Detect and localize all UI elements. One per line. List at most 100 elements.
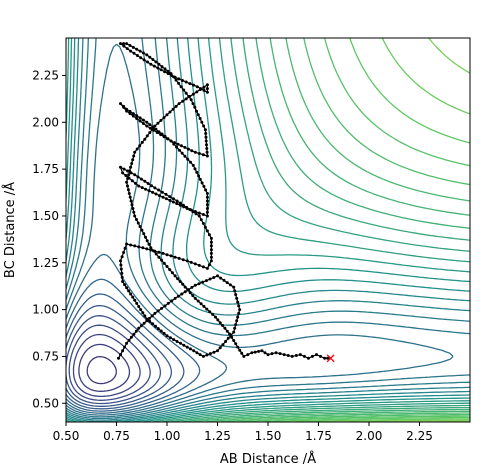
trajectory-point (223, 326, 227, 330)
trajectory-point (302, 354, 306, 358)
trajectory-point (135, 54, 139, 57)
trajectory-point (232, 330, 236, 334)
trajectory-point (173, 141, 176, 145)
trajectory-point (145, 247, 149, 251)
trajectory-point (142, 232, 146, 236)
trajectory-point (132, 210, 136, 214)
trajectory-point (240, 351, 244, 355)
trajectory-point (205, 192, 209, 195)
trajectory-point (134, 329, 138, 333)
trajectory-point (208, 352, 212, 356)
trajectory-point (205, 87, 209, 91)
trajectory-point (198, 88, 202, 91)
trajectory-point (191, 294, 195, 298)
trajectory-point (189, 98, 193, 102)
trajectory-point (144, 235, 147, 239)
trajectory-point (290, 354, 294, 358)
trajectory-point (218, 346, 222, 350)
trajectory-point (218, 321, 222, 325)
trajectory-point (205, 143, 208, 147)
trajectory-point (204, 132, 208, 135)
contour-line (66, 38, 470, 422)
y-tick-label: 1.25 (32, 256, 59, 270)
trajectory-point (315, 353, 318, 357)
trajectory-point (125, 341, 129, 345)
trajectory-point (221, 324, 225, 327)
trajectory-point (154, 192, 158, 196)
trajectory-point (209, 236, 213, 240)
trajectory-point (123, 246, 127, 250)
trajectory-point (133, 173, 137, 177)
trajectory-point (225, 281, 229, 285)
trajectory-point (141, 311, 145, 315)
trajectory-point (203, 128, 207, 132)
trajectory-point (237, 304, 241, 308)
trajectory-point (202, 304, 206, 308)
trajectory-point (139, 324, 143, 328)
trajectory-point (185, 259, 189, 263)
trajectory-point (173, 75, 177, 79)
trajectory-point (152, 64, 156, 68)
trajectory-point (128, 109, 132, 113)
trajectory-point (238, 348, 242, 352)
trajectory-point (225, 329, 229, 333)
trajectory-point (193, 283, 197, 287)
trajectory-point (125, 47, 129, 51)
trajectory-point (121, 349, 125, 353)
trajectory-point (156, 121, 160, 125)
trajectory-point (196, 299, 200, 303)
x-tick-label: 0.75 (103, 429, 130, 443)
trajectory-point (136, 221, 140, 225)
trajectory-point (131, 114, 135, 118)
trajectory-point (326, 356, 330, 360)
trajectory-point (127, 289, 131, 293)
trajectory-point (260, 349, 264, 353)
trajectory-point (207, 263, 211, 267)
trajectory-point (143, 137, 147, 141)
trajectory-point (149, 62, 153, 66)
trajectory-point (148, 319, 152, 323)
trajectory-point (193, 105, 197, 109)
trajectory-point (278, 352, 282, 356)
trajectory-point (192, 83, 196, 87)
trajectory-point (157, 188, 161, 192)
contour-line (66, 43, 454, 416)
trajectory-point (164, 192, 168, 196)
trajectory-point (186, 157, 190, 161)
trajectory-point (205, 203, 209, 207)
contour-line (310, 38, 470, 422)
trajectory-point (222, 278, 226, 282)
trajectory-point (168, 198, 172, 202)
trajectory-point (138, 225, 142, 229)
trajectory-point (207, 233, 211, 237)
end-point-marker (326, 354, 335, 363)
trajectory-point (148, 123, 152, 127)
trajectory-point (148, 55, 152, 59)
trajectory-point (125, 286, 129, 290)
trajectory-point (233, 326, 237, 330)
trajectory-point (166, 72, 170, 76)
trajectory-point (132, 154, 136, 158)
trajectory-point (212, 276, 216, 279)
trajectory-point (163, 304, 167, 308)
x-tick-label: 1.50 (255, 429, 282, 443)
trajectory-point (298, 353, 302, 357)
trajectory-point (175, 199, 179, 203)
trajectory-point (140, 228, 144, 232)
trajectory-point (193, 150, 197, 154)
trajectory-point (168, 268, 172, 272)
trajectory-point (194, 212, 198, 216)
trajectory-point (121, 171, 125, 175)
trajectory-point (122, 167, 126, 171)
trajectory-point (209, 259, 213, 263)
trajectory-point (125, 42, 129, 46)
trajectory-point (234, 293, 238, 297)
trajectory-point (129, 243, 133, 247)
trajectory-point (205, 210, 209, 214)
contour-line (226, 38, 470, 422)
trajectory-point (195, 109, 198, 113)
y-tick-label: 0.75 (32, 349, 59, 363)
trajectory-point (197, 152, 201, 155)
trajectory-point (135, 147, 139, 151)
trajectory-point (191, 102, 195, 106)
